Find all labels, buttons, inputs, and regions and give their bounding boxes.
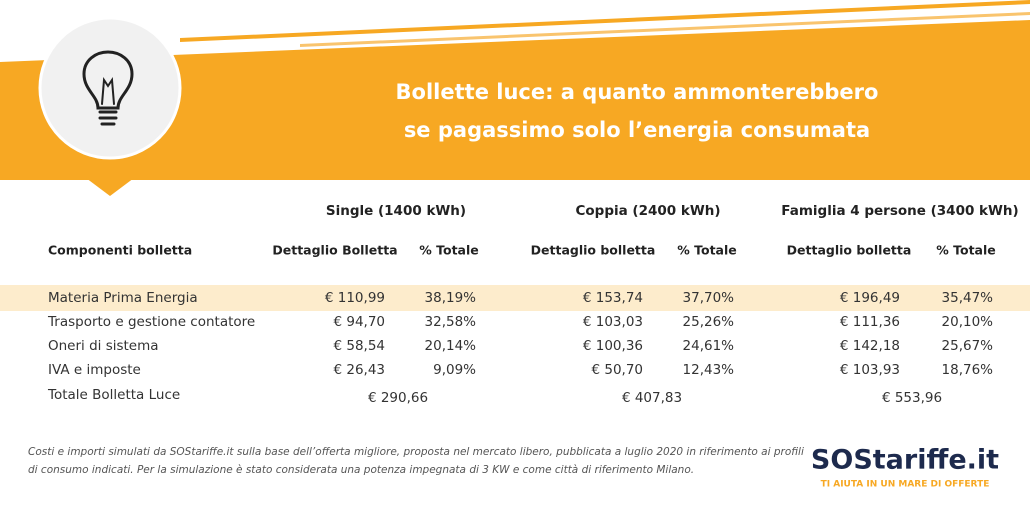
total-value: € 407,83 — [622, 390, 682, 406]
cell: 9,09% — [433, 362, 476, 378]
table: Single (1400 kWh) Coppia (2400 kWh) Famigl… — [47, 203, 1019, 406]
row-label: Oneri di sistema — [48, 338, 159, 354]
icon-circle — [38, 16, 182, 160]
cell: 32,58% — [425, 314, 477, 330]
group-header: Single (1400 kWh) — [326, 203, 466, 219]
cell: 20,10% — [942, 314, 994, 330]
logo: SOStariffe.it — [811, 445, 999, 476]
footnote: Costi e importi simulati da SOStariffe.i… — [28, 446, 804, 458]
cell: € 100,36 — [583, 338, 643, 354]
cell: 25,67% — [942, 338, 994, 354]
bulb-icon — [82, 50, 134, 126]
cell: 20,14% — [425, 338, 477, 354]
pointer — [86, 178, 134, 196]
cell: € 153,74 — [583, 290, 643, 306]
cell: € 103,03 — [583, 314, 643, 330]
cell: 35,47% — [942, 290, 994, 306]
title-line: se pagassimo solo l’energia consumata — [404, 118, 870, 142]
cell: € 196,49 — [840, 290, 900, 306]
total-value: € 290,66 — [368, 390, 428, 406]
column-header: % Totale — [936, 243, 996, 258]
cell: 12,43% — [683, 362, 735, 378]
cell: € 50,70 — [591, 362, 643, 378]
cell: € 103,93 — [840, 362, 900, 378]
row-label: IVA e imposte — [48, 362, 141, 378]
row-label: Trasporto e gestione contatore — [47, 314, 255, 330]
stripe — [300, 12, 1030, 47]
group-header: Coppia (2400 kWh) — [575, 203, 720, 219]
row-label: Materia Prima Energia — [48, 290, 198, 306]
stripe — [180, 0, 1030, 42]
cell: € 110,99 — [325, 290, 385, 306]
column-header: % Totale — [677, 243, 737, 258]
column-header: Dettaglio Bolletta — [272, 243, 397, 258]
cell: € 58,54 — [333, 338, 385, 354]
cell: € 94,70 — [333, 314, 385, 330]
group-header: Famiglia 4 persone (3400 kWh) — [781, 203, 1018, 219]
column-header: Componenti bolletta — [48, 243, 192, 258]
logo-tagline: TI AIUTA IN UN MARE DI OFFERTE — [821, 480, 990, 490]
cell: 25,26% — [683, 314, 735, 330]
cell: € 111,36 — [840, 314, 900, 330]
cell: € 142,18 — [840, 338, 900, 354]
column-header: Dettaglio bolletta — [531, 243, 656, 258]
column-header: % Totale — [419, 243, 479, 258]
cell: 24,61% — [683, 338, 735, 354]
footnote: di consumo indicati. Per la simulazione … — [28, 464, 694, 476]
total-label: Totale Bolletta Luce — [47, 387, 180, 403]
cell: € 26,43 — [333, 362, 385, 378]
title-line: Bollette luce: a quanto ammonterebbero — [396, 80, 879, 104]
row-highlight — [0, 285, 1030, 311]
cell: 38,19% — [425, 290, 477, 306]
cell: 37,70% — [683, 290, 735, 306]
header-band — [0, 20, 1030, 180]
cell: 18,76% — [942, 362, 994, 378]
column-header: Dettaglio bolletta — [787, 243, 912, 258]
total-value: € 553,96 — [882, 390, 942, 406]
